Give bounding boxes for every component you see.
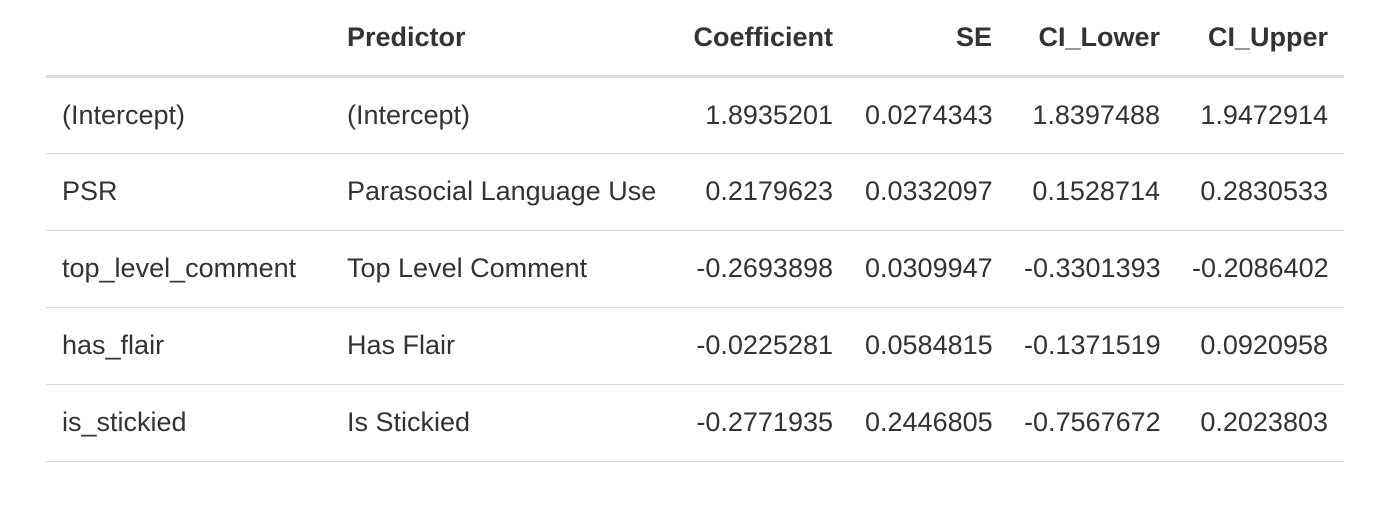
cell-se: 0.2446805 (849, 384, 1008, 462)
cell-ci-upper: 1.9472914 (1176, 76, 1344, 154)
cell-se: 0.0584815 (849, 307, 1008, 385)
header-ci-lower: CI_Lower (1008, 0, 1176, 78)
cell-coefficient: 1.8935201 (673, 76, 849, 154)
cell-ci-lower: 1.8397488 (1008, 76, 1176, 154)
cell-predictor: Has Flair (331, 307, 673, 385)
cell-predictor: Parasocial Language Use (331, 153, 673, 231)
cell-ci-upper: -0.2086402 (1176, 230, 1344, 308)
cell-se: 0.0332097 (849, 153, 1008, 231)
cell-coefficient: -0.0225281 (673, 307, 849, 385)
header-coefficient: Coefficient (673, 0, 849, 78)
cell-coefficient: 0.2179623 (673, 153, 849, 231)
cell-rowname: has_flair (46, 307, 331, 385)
cell-coefficient: -0.2693898 (673, 230, 849, 308)
header-ci-upper: CI_Upper (1176, 0, 1344, 78)
cell-ci-lower: 0.1528714 (1008, 153, 1176, 231)
header-predictor: Predictor (331, 0, 673, 78)
table-row: PSR Parasocial Language Use 0.2179623 0.… (46, 153, 1344, 231)
cell-se: 0.0274343 (849, 76, 1008, 154)
coefficient-table: Predictor Coefficient SE CI_Lower CI_Upp… (46, 0, 1344, 462)
cell-se: 0.0309947 (849, 230, 1008, 308)
cell-predictor: (Intercept) (331, 76, 673, 154)
cell-ci-upper: 0.0920958 (1176, 307, 1344, 385)
cell-rowname: PSR (46, 153, 331, 231)
table-row: is_stickied Is Stickied -0.2771935 0.244… (46, 384, 1344, 462)
cell-predictor: Top Level Comment (331, 230, 673, 308)
cell-ci-lower: -0.1371519 (1008, 307, 1176, 385)
cell-ci-lower: -0.3301393 (1008, 230, 1176, 308)
cell-rowname: is_stickied (46, 384, 331, 462)
table-row: top_level_comment Top Level Comment -0.2… (46, 230, 1344, 308)
table-header-row: Predictor Coefficient SE CI_Lower CI_Upp… (46, 0, 1344, 78)
header-se: SE (849, 0, 1008, 78)
cell-ci-upper: 0.2830533 (1176, 153, 1344, 231)
cell-coefficient: -0.2771935 (673, 384, 849, 462)
header-rowname (46, 0, 331, 78)
cell-predictor: Is Stickied (331, 384, 673, 462)
table-row: (Intercept) (Intercept) 1.8935201 0.0274… (46, 76, 1344, 154)
cell-rowname: top_level_comment (46, 230, 331, 308)
cell-rowname: (Intercept) (46, 76, 331, 154)
cell-ci-lower: -0.7567672 (1008, 384, 1176, 462)
table-row: has_flair Has Flair -0.0225281 0.0584815… (46, 307, 1344, 385)
coefficient-table-container: Predictor Coefficient SE CI_Lower CI_Upp… (46, 0, 1344, 462)
cell-ci-upper: 0.2023803 (1176, 384, 1344, 462)
